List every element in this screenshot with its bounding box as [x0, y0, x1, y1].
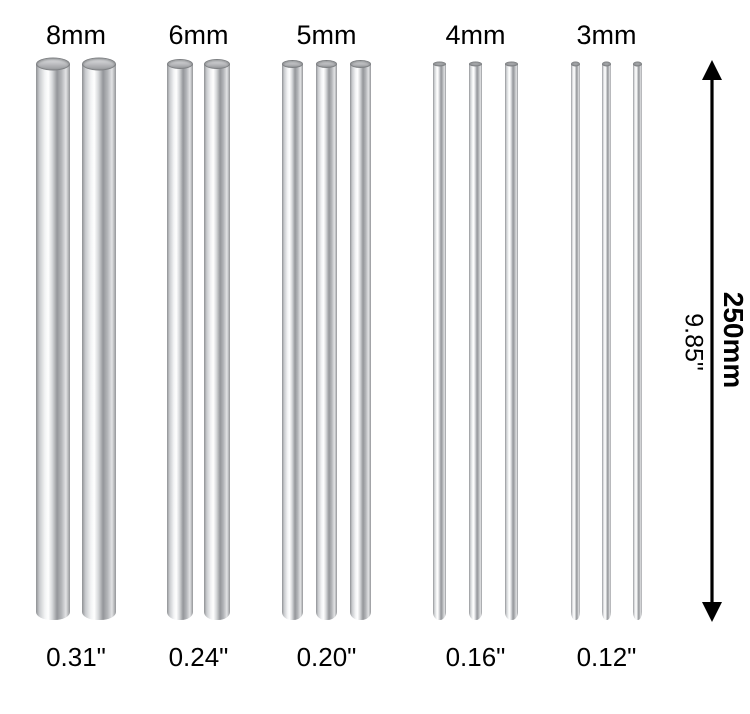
- metal-rod: [433, 61, 446, 620]
- rod-top-opening: [571, 61, 580, 67]
- rod-set: [433, 61, 518, 620]
- length-dimension-arrow-icon: [702, 60, 722, 622]
- diameter-label: 6mm: [168, 20, 229, 50]
- diameter-label: 5mm: [296, 20, 357, 50]
- rod-top-opening: [36, 57, 70, 71]
- rod-top-opening: [167, 59, 193, 69]
- metal-rod: [282, 60, 303, 620]
- rod-top-opening: [350, 60, 371, 68]
- rod-set: [282, 60, 371, 620]
- rod-set: [36, 57, 116, 620]
- inch-label: 0.20": [296, 642, 357, 672]
- rod-set: [571, 61, 642, 620]
- metal-rod: [571, 61, 580, 620]
- metal-rod: [602, 61, 611, 620]
- rod-top-opening: [282, 60, 303, 68]
- inch-label: 0.24": [168, 642, 229, 672]
- rod-group-8mm: 8mm 0.31": [36, 20, 116, 672]
- rod-group-6mm: 6mm 0.24": [167, 20, 230, 672]
- rod-group-5mm: 5mm 0.20": [282, 20, 371, 672]
- metal-rod: [36, 57, 70, 620]
- rod-top-opening: [505, 61, 518, 67]
- rod-top-opening: [204, 59, 230, 69]
- metal-rod: [469, 61, 482, 620]
- diameter-label: 3mm: [576, 20, 637, 50]
- metal-rod: [505, 61, 518, 620]
- rod-top-opening: [633, 61, 642, 67]
- rod-top-opening: [602, 61, 611, 67]
- diameter-label: 8mm: [46, 20, 106, 50]
- rod-group-4mm: 4mm 0.16": [433, 20, 518, 672]
- rod-top-opening: [82, 57, 116, 71]
- length-mm-label: 250mm: [718, 291, 749, 389]
- diameter-label: 4mm: [445, 20, 506, 50]
- metal-rod: [316, 60, 337, 620]
- metal-rod: [82, 57, 116, 620]
- metal-rod: [204, 59, 230, 620]
- metal-rod: [633, 61, 642, 620]
- rod-top-opening: [433, 61, 446, 67]
- rod-top-opening: [316, 60, 337, 68]
- inch-label: 0.16": [445, 642, 506, 672]
- inch-label: 0.12": [576, 642, 637, 672]
- rod-top-opening: [469, 61, 482, 67]
- inch-label: 0.31": [46, 642, 106, 672]
- rod-group-3mm: 3mm 0.12": [571, 20, 642, 672]
- metal-rod: [350, 60, 371, 620]
- rod-set: [167, 59, 230, 620]
- length-inch-label: 9.85": [679, 313, 708, 371]
- metal-rod: [167, 59, 193, 620]
